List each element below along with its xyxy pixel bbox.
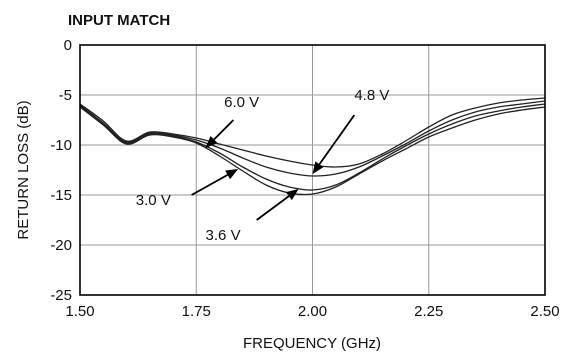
grid	[79, 44, 546, 296]
y-tick-label: -20	[50, 237, 72, 254]
series-line-3-6-vv	[79, 103, 546, 191]
annotation-label-3-6-v: 3.6 V	[206, 227, 241, 244]
series-group	[79, 97, 546, 196]
x-tick-labels: 1.50 1.75 2.00 2.25 2.50	[65, 303, 559, 320]
annotation-arrow-6-0-v	[213, 119, 235, 141]
y-axis-label: RETURN LOSS (dB)	[15, 100, 32, 239]
x-tick-label: 2.25	[414, 303, 443, 320]
x-tick-label: 2.00	[298, 303, 327, 320]
x-tick-label: 1.50	[65, 303, 94, 320]
y-tick-label: -10	[50, 137, 72, 154]
series-line-6-0-vv	[79, 97, 546, 168]
annotation-arrow-4-8-v	[318, 114, 356, 165]
y-tick-label: -15	[50, 187, 72, 204]
annotation-label-4-8-v: 4.8 V	[354, 87, 389, 104]
x-axis-label: FREQUENCY (GHz)	[243, 335, 381, 352]
annotation-arrowhead-6-0-v	[205, 135, 218, 148]
plot-frame	[79, 44, 546, 296]
annotation-arrowhead-4-8-v	[312, 161, 324, 174]
annotations: 6.0 V 4.8 V 3.0 V 3.6 V	[136, 87, 390, 244]
annotation-label-3-0-v: 3.0 V	[136, 192, 171, 209]
series-line-4-8-vv	[79, 100, 546, 177]
y-tick-labels: 0 -5 -10 -15 -20 -25	[50, 37, 72, 304]
x-tick-label: 2.50	[530, 303, 559, 320]
y-tick-label: -5	[59, 87, 72, 104]
series-line-3-0-vv	[79, 106, 546, 196]
x-tick-label: 1.75	[182, 303, 211, 320]
annotation-arrowhead-3-6-v	[285, 189, 299, 201]
annotation-arrowhead-3-0-v	[225, 169, 239, 180]
chart-title: INPUT MATCH	[68, 12, 170, 29]
annotation-label-6-0-v: 6.0 V	[224, 94, 259, 111]
annotation-arrow-3-6-v	[256, 195, 290, 221]
y-tick-label: 0	[64, 37, 72, 54]
y-tick-label: -25	[50, 287, 72, 304]
annotation-arrow-3-0-v	[191, 174, 229, 196]
